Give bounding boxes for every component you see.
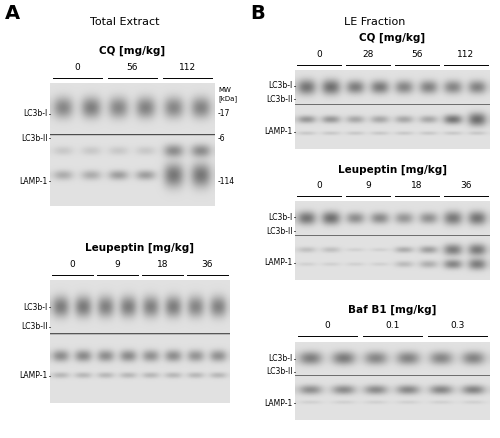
Text: LAMP-1: LAMP-1 <box>264 399 293 408</box>
Text: MW: MW <box>218 87 231 93</box>
Text: 36: 36 <box>460 181 471 190</box>
Text: -17: -17 <box>218 110 230 118</box>
Text: 18: 18 <box>411 181 422 190</box>
Text: [kDa]: [kDa] <box>218 95 237 102</box>
Text: Total Extract: Total Extract <box>90 17 160 27</box>
Text: 0.1: 0.1 <box>386 321 400 330</box>
Text: LC3b-I: LC3b-I <box>268 81 293 90</box>
Text: 28: 28 <box>362 49 374 59</box>
Text: 18: 18 <box>156 260 168 269</box>
Text: A: A <box>5 4 20 23</box>
Text: CQ [mg/kg]: CQ [mg/kg] <box>100 46 166 57</box>
Text: LAMP-1: LAMP-1 <box>20 177 48 186</box>
Text: 112: 112 <box>457 49 474 59</box>
Text: Leupeptin [mg/kg]: Leupeptin [mg/kg] <box>86 243 194 254</box>
Text: 56: 56 <box>411 49 422 59</box>
Text: 0: 0 <box>70 260 75 269</box>
Text: 112: 112 <box>179 63 196 72</box>
Text: LC3b-II: LC3b-II <box>21 322 48 332</box>
Text: LC3b-II: LC3b-II <box>266 367 293 376</box>
Text: 0.3: 0.3 <box>450 321 464 330</box>
Text: LE Fraction: LE Fraction <box>344 17 406 27</box>
Text: LC3b-II: LC3b-II <box>266 95 293 104</box>
Text: Leupeptin [mg/kg]: Leupeptin [mg/kg] <box>338 164 447 175</box>
Text: 9: 9 <box>114 260 120 269</box>
Text: B: B <box>250 4 265 23</box>
Text: LAMP-1: LAMP-1 <box>264 258 293 268</box>
Text: 9: 9 <box>365 181 371 190</box>
Text: 0: 0 <box>74 63 80 72</box>
Text: Baf B1 [mg/kg]: Baf B1 [mg/kg] <box>348 304 436 315</box>
Text: LC3b-II: LC3b-II <box>266 227 293 236</box>
Text: -114: -114 <box>218 177 235 186</box>
Text: LAMP-1: LAMP-1 <box>20 371 48 381</box>
Text: CQ [mg/kg]: CQ [mg/kg] <box>360 33 426 43</box>
Text: 36: 36 <box>202 260 213 269</box>
Text: 0: 0 <box>316 181 322 190</box>
Text: LC3b-II: LC3b-II <box>21 134 48 143</box>
Text: LC3b-I: LC3b-I <box>268 354 293 364</box>
Text: 56: 56 <box>127 63 138 72</box>
Text: 0: 0 <box>324 321 330 330</box>
Text: -6: -6 <box>218 134 226 143</box>
Text: 0: 0 <box>316 49 322 59</box>
Text: LC3b-I: LC3b-I <box>24 303 48 312</box>
Text: LC3b-I: LC3b-I <box>268 213 293 222</box>
Text: LAMP-1: LAMP-1 <box>264 127 293 136</box>
Text: LC3b-I: LC3b-I <box>24 110 48 118</box>
